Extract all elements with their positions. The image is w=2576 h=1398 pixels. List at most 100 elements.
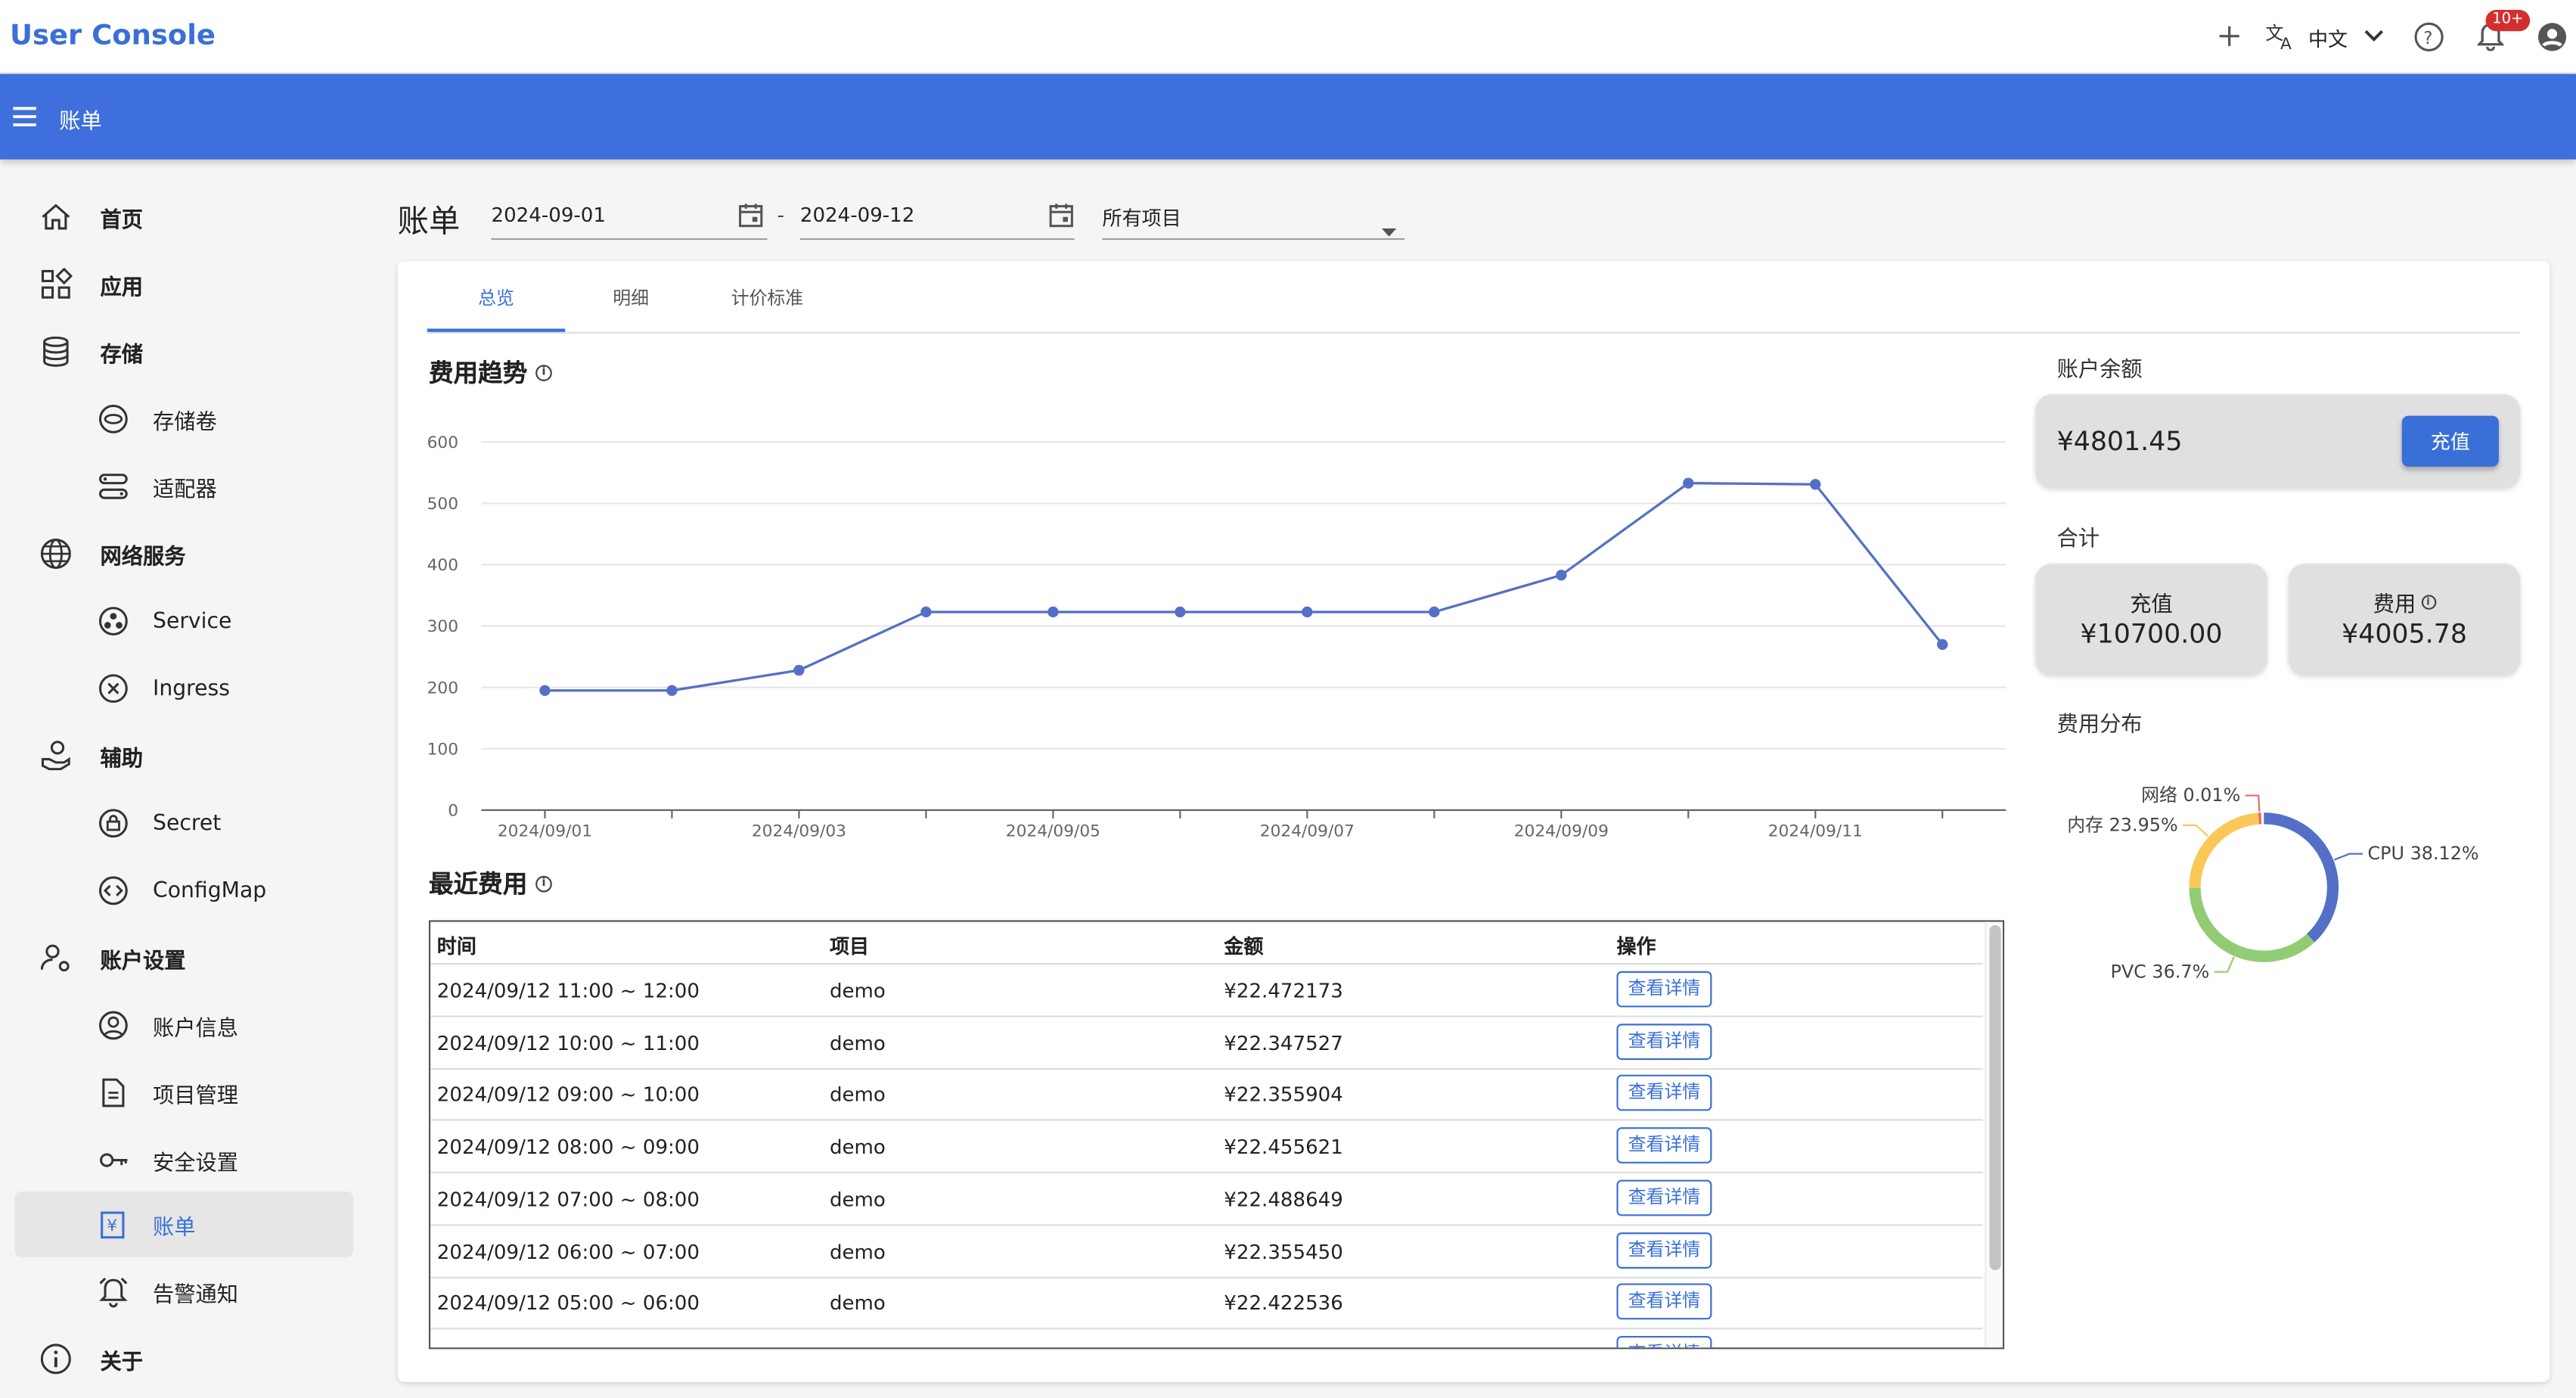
account-icon[interactable] [2534, 18, 2570, 54]
y-tick-label: 300 [427, 617, 458, 636]
sidebar-item-about[interactable]: 关于 [15, 1326, 353, 1392]
pie-slice [2189, 812, 2339, 962]
x-tick-label: 2024/09/09 [1514, 822, 1609, 841]
y-tick-label: 500 [427, 495, 458, 514]
plus-icon[interactable] [2211, 18, 2248, 54]
view-details-button[interactable]: 查看详情 [1616, 971, 1712, 1008]
table-header: 时间 项目 金额 操作 [430, 922, 1983, 965]
sidebar-item-alerts[interactable]: 告警通知 [15, 1259, 353, 1325]
table-row: 2024/09/12 10:00 ~ 11:00 demo ¥22.347527 查看… [430, 1017, 1983, 1070]
scrollbar-thumb[interactable] [1989, 924, 2001, 1271]
info-icon[interactable]: i [535, 875, 552, 892]
sidebar-item-label: 首页 [100, 207, 144, 233]
cell-project: demo [829, 1083, 886, 1107]
sidebar-item-auxiliary[interactable]: 辅助 [15, 723, 353, 789]
x-tick-label: 2024/09/01 [498, 822, 592, 841]
cell-time: 2024/09/12 09:00 ~ 10:00 [436, 1083, 700, 1107]
svg-text:¥: ¥ [107, 1216, 117, 1235]
code-icon [95, 872, 132, 909]
sidebar-item-account-settings[interactable]: 账户设置 [15, 925, 353, 991]
end-date-field[interactable]: 2024-09-12 [799, 194, 1075, 241]
sidebar-item-label: 项目管理 [153, 1083, 239, 1109]
table-row: 2024/09/12 08:00 ~ 09:00 demo ¥22.455621 查看… [430, 1121, 1983, 1174]
tab-bar: 总览 明细 计价标准 [427, 261, 2521, 334]
sidebar-item-apps[interactable]: 应用 [15, 251, 353, 317]
alarm-icon [95, 1273, 132, 1309]
svg-text:?: ? [2422, 28, 2432, 48]
view-details-button[interactable]: 查看详情 [1616, 1179, 1712, 1216]
tab-overview[interactable]: 总览 [478, 287, 514, 309]
series-line [545, 482, 1944, 692]
info-icon[interactable]: i [535, 364, 552, 381]
view-details-button[interactable]: 查看详情 [1616, 1283, 1712, 1320]
sidebar-item-home[interactable]: 首页 [15, 184, 353, 250]
column-header-project: 项目 [829, 934, 870, 958]
view-details-button[interactable]: 查看详情 [1616, 1335, 1712, 1348]
data-point [920, 606, 932, 618]
project-select[interactable]: 所有项目 [1102, 194, 1405, 243]
cell-amount: ¥22.455621 [1224, 1135, 1343, 1159]
tab-pricing[interactable]: 计价标准 [731, 287, 804, 309]
key-icon [95, 1142, 132, 1179]
sidebar-item-account-info[interactable]: 账户信息 [15, 993, 353, 1058]
distribution-label: 费用分布 [2056, 713, 2143, 738]
cell-amount: ¥22.355450 [1224, 1239, 1343, 1263]
view-details-button[interactable]: 查看详情 [1616, 1127, 1712, 1164]
page-header-bar: 账单 [0, 73, 2576, 160]
view-details-button[interactable]: 查看详情 [1616, 1075, 1712, 1112]
data-point [666, 685, 678, 696]
view-details-button[interactable]: 查看详情 [1616, 1023, 1712, 1060]
sidebar-item-service[interactable]: Service [15, 589, 353, 654]
data-point [1429, 606, 1440, 618]
calendar-icon[interactable] [1048, 202, 1075, 235]
recharge-total-box: 充值 ¥10700.00 [2035, 564, 2267, 676]
sidebar-item-adapters[interactable]: 适配器 [15, 454, 353, 520]
tab-details[interactable]: 明细 [613, 287, 650, 309]
sidebar: 首页 应用 存储 存储卷 适配器 网络服务 Service Ingress [0, 160, 374, 1398]
cell-amount: ¥22.347527 [1224, 1031, 1343, 1055]
table-row: 查看详情 [430, 1329, 1983, 1348]
project-select-value: 所有项目 [1102, 207, 1181, 231]
cell-time: 2024/09/12 06:00 ~ 07:00 [436, 1239, 700, 1263]
dropdown-arrow-icon[interactable] [1381, 212, 1397, 243]
sidebar-item-security[interactable]: 安全设置 [15, 1127, 353, 1193]
document-icon [95, 1075, 132, 1111]
recharge-button[interactable]: 充值 [2401, 415, 2499, 467]
sidebar-item-label: Service [153, 608, 232, 634]
recent-section-title: 最近费用 i [429, 866, 552, 901]
view-details-button[interactable]: 查看详情 [1616, 1232, 1712, 1268]
slice-leader-line [2245, 794, 2261, 812]
table-scrollbar[interactable] [1985, 921, 2003, 1348]
sidebar-item-secret[interactable]: Secret [15, 791, 353, 856]
sidebar-item-label: 网络服务 [100, 545, 186, 570]
cell-project: demo [829, 979, 886, 1003]
svg-text:文: 文 [2265, 23, 2283, 44]
cell-project: demo [829, 1291, 886, 1316]
balance-label: 账户余额 [2056, 358, 2143, 384]
chevron-down-icon[interactable] [2356, 18, 2392, 54]
sidebar-item-billing[interactable]: ¥ 账单 [14, 1191, 354, 1257]
sidebar-item-volumes[interactable]: 存储卷 [15, 386, 353, 452]
sidebar-item-label: 存储 [100, 342, 144, 368]
x-tick-label: 2024/09/11 [1768, 822, 1863, 841]
calendar-icon[interactable] [737, 202, 764, 235]
apps-icon [38, 266, 74, 303]
sidebar-item-storage[interactable]: 存储 [15, 318, 353, 384]
sidebar-item-configmap[interactable]: ConfigMap [15, 858, 353, 924]
help-icon[interactable]: ? [2410, 18, 2447, 54]
sidebar-item-projects[interactable]: 项目管理 [15, 1060, 353, 1126]
app-title[interactable]: User Console [10, 20, 216, 53]
cell-time: 2024/09/12 07:00 ~ 08:00 [436, 1188, 700, 1211]
data-point [793, 664, 805, 676]
sidebar-item-network[interactable]: 网络服务 [15, 521, 353, 587]
info-icon[interactable]: i [2420, 595, 2436, 610]
start-date-field[interactable]: 2024-09-01 [491, 194, 768, 241]
globe-icon [38, 536, 74, 572]
table-row: 2024/09/12 05:00 ~ 06:00 demo ¥22.422536 查看… [430, 1277, 1983, 1330]
language-label[interactable]: 中文 [2308, 27, 2348, 51]
table-row: 2024/09/12 11:00 ~ 12:00 demo ¥22.472173 查看… [430, 965, 1983, 1017]
sidebar-item-ingress[interactable]: Ingress [15, 656, 353, 722]
menu-icon[interactable] [11, 104, 38, 135]
cost-total-box: 费用 i ¥4005.78 [2288, 564, 2521, 676]
